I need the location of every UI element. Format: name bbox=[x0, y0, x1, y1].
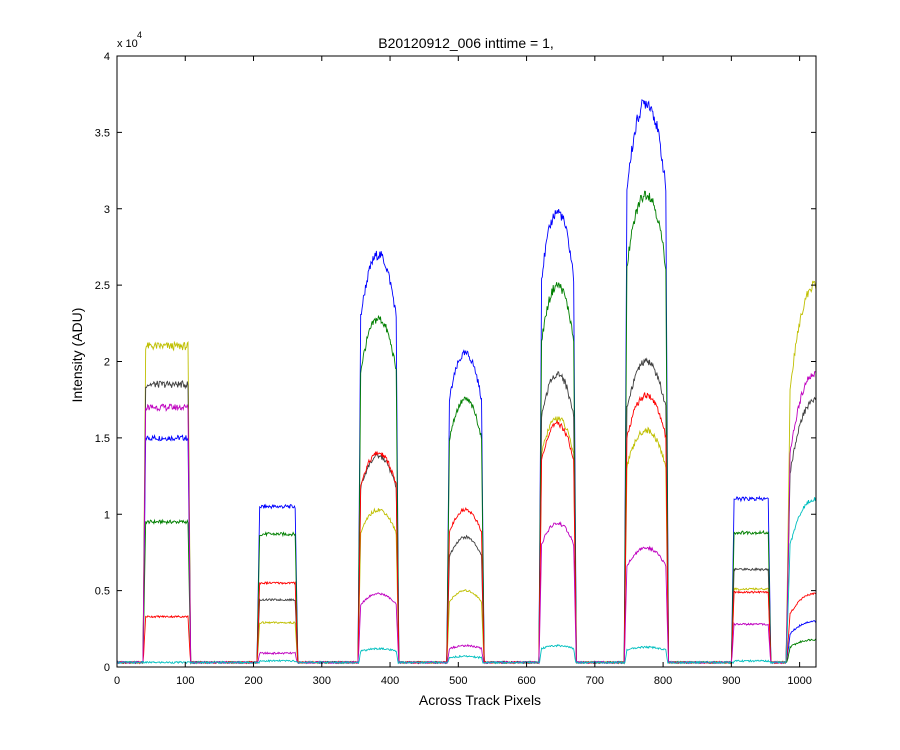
x-tick-label: 500 bbox=[449, 675, 467, 687]
y-tick-label: 3.5 bbox=[95, 127, 110, 139]
y-tick-label: 1 bbox=[104, 509, 110, 521]
y-tick-label: 0 bbox=[104, 662, 110, 674]
x-tick-label: 1000 bbox=[787, 675, 811, 687]
x-tick-label: 800 bbox=[654, 675, 672, 687]
x-axis-title: Across Track Pixels bbox=[419, 692, 541, 708]
x-tick-label: 100 bbox=[176, 675, 194, 687]
series-group bbox=[116, 99, 817, 665]
x-tick-label: 700 bbox=[586, 675, 604, 687]
y-multiplier-base: x 10 bbox=[117, 38, 138, 50]
y-tick-label: 2.5 bbox=[95, 280, 110, 292]
x-tick-label: 400 bbox=[381, 675, 399, 687]
x-tick-label: 600 bbox=[517, 675, 535, 687]
chart-title: B20120912_006 inttime = 1, bbox=[378, 35, 554, 51]
x-tick-label: 300 bbox=[313, 675, 331, 687]
x-tick-label: 0 bbox=[114, 675, 120, 687]
y-tick-label: 4 bbox=[104, 51, 110, 63]
y-multiplier-exponent: 4 bbox=[137, 30, 142, 40]
ticks-group: 0 100 200 300 400 500 600 700 800 900 1000 0 0.5 1 1.5… bbox=[95, 51, 816, 687]
y-tick-label: 0.5 bbox=[95, 586, 110, 598]
plot-area bbox=[117, 56, 816, 667]
y-tick-label: 3 bbox=[104, 204, 110, 216]
x-tick-label: 200 bbox=[244, 675, 262, 687]
series-line-7 bbox=[116, 496, 817, 665]
y-tick-label: 2 bbox=[104, 357, 110, 369]
y-tick-label: 1.5 bbox=[95, 433, 110, 445]
y-axis-title: Intensity (ADU) bbox=[69, 308, 85, 403]
x-tick-label: 900 bbox=[722, 675, 740, 687]
